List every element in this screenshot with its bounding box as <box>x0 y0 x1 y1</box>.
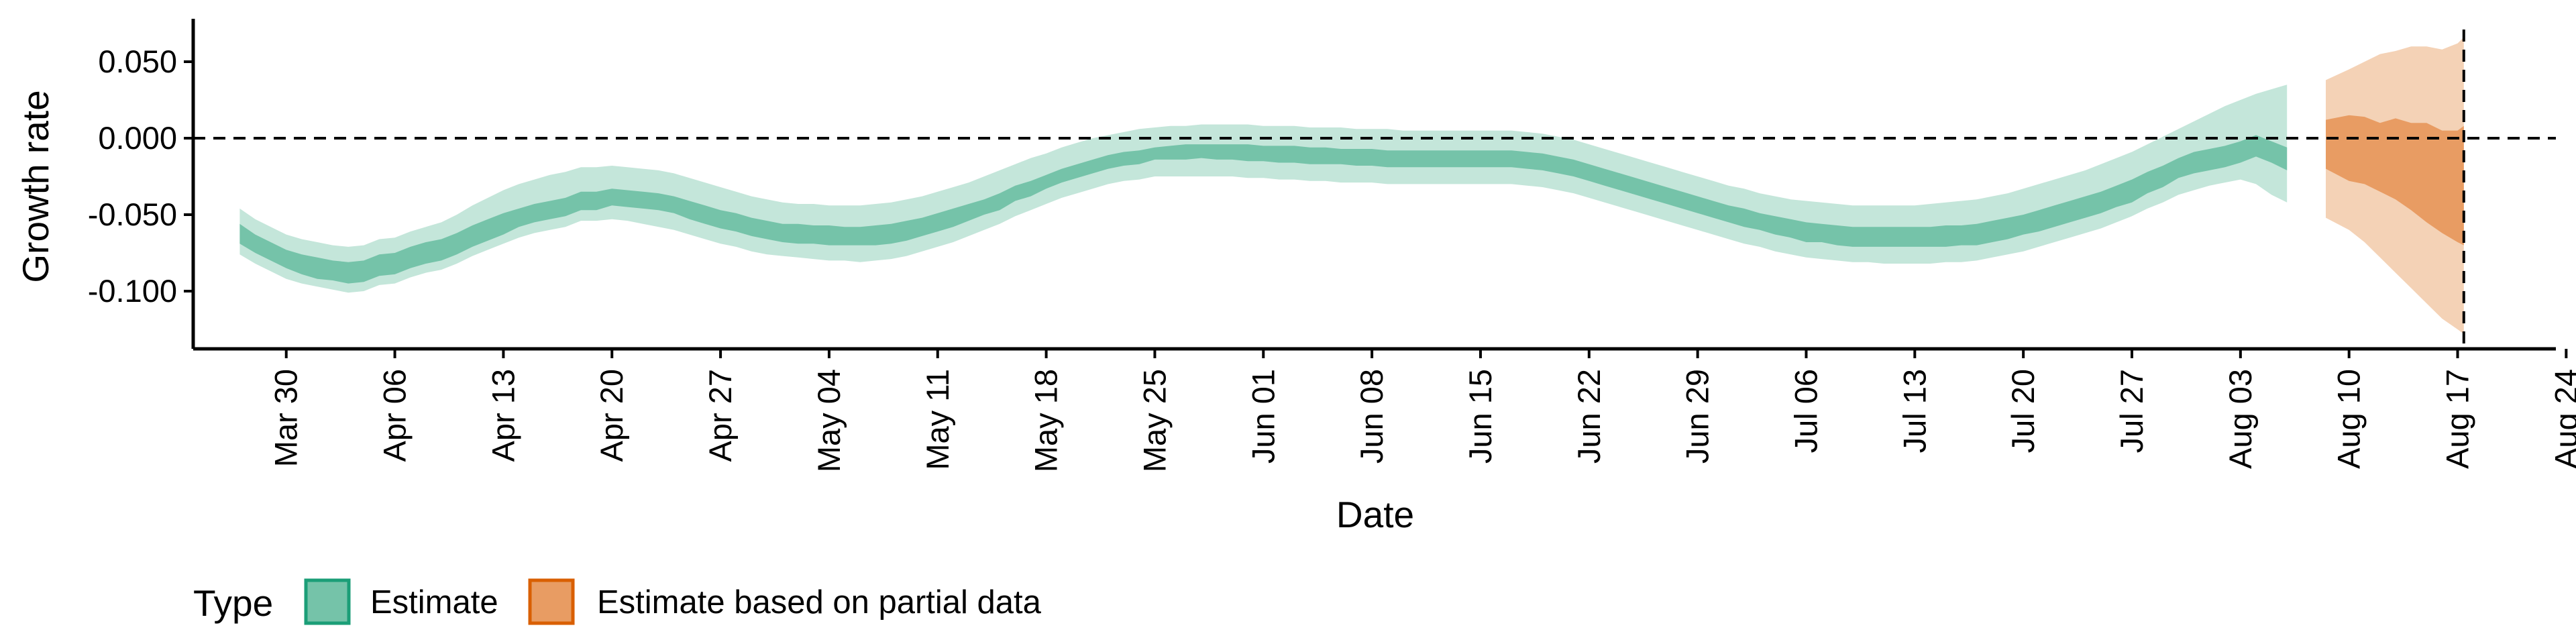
y-axis-ticks: 0.050 0.000 -0.050 -0.100 <box>88 44 193 309</box>
x-tick-label: May 25 <box>1136 369 1172 472</box>
legend: Type Estimate Estimate based on partial … <box>193 578 1042 625</box>
x-tick-label: Jul 06 <box>1788 369 1823 453</box>
legend-label-estimate: Estimate <box>370 584 498 621</box>
x-tick-label: Apr 06 <box>377 369 413 462</box>
x-tick-label: Jul 27 <box>2114 369 2149 453</box>
x-tick-label: Aug 17 <box>2440 369 2475 469</box>
x-tick-label: Apr 27 <box>702 369 738 462</box>
x-tick-label: May 04 <box>811 369 847 472</box>
axes <box>191 19 2556 351</box>
legend-label-partial: Estimate based on partial data <box>597 584 1042 621</box>
x-tick-label: Aug 03 <box>2222 369 2258 469</box>
legend-swatch-partial <box>528 578 575 625</box>
x-tick-label: Aug 24 <box>2548 369 2576 469</box>
x-axis-ticks: Mar 30 Apr 06 Apr 13 Apr 20 Apr 27 May 04 May … <box>268 349 2576 472</box>
band-inner-partial <box>2326 115 2464 246</box>
x-tick-label: Jun 29 <box>1680 369 1715 464</box>
x-tick-label: Jun 15 <box>1462 369 1498 464</box>
legend-swatch-estimate <box>304 578 351 625</box>
legend-title: Type <box>193 582 273 624</box>
y-tick-label: -0.100 <box>88 273 177 309</box>
x-tick-label: May 18 <box>1028 369 1064 472</box>
band-outer-estimate <box>239 85 2288 293</box>
x-tick-label: Jul 13 <box>1896 369 1932 453</box>
x-tick-label: Jun 08 <box>1354 369 1389 464</box>
x-tick-label: May 11 <box>920 369 955 470</box>
y-tick-label: 0.000 <box>98 120 177 156</box>
x-tick-label: Jul 20 <box>2005 369 2041 453</box>
y-axis-title: Growth rate <box>15 90 56 282</box>
x-tick-label: Apr 13 <box>485 369 521 462</box>
x-tick-label: Mar 30 <box>268 369 304 467</box>
y-tick-label: 0.050 <box>98 44 177 79</box>
x-tick-label: Jun 01 <box>1245 369 1281 464</box>
x-tick-label: Aug 10 <box>2331 369 2367 469</box>
x-axis-title: Date <box>1336 494 1414 535</box>
reference-lines <box>193 30 2556 349</box>
y-tick-label: -0.050 <box>88 197 177 232</box>
x-tick-label: Apr 20 <box>594 369 629 462</box>
uncertainty-bands <box>239 37 2464 334</box>
x-tick-label: Jun 22 <box>1571 369 1607 464</box>
